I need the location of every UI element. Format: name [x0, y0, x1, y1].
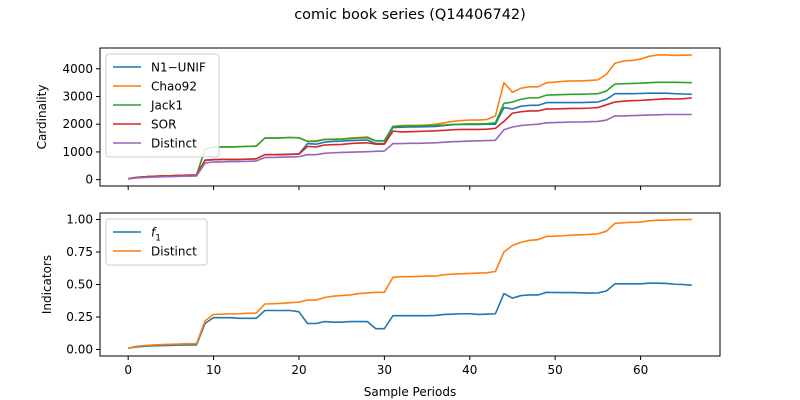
cardinality-legend-label-sor: SOR	[151, 118, 176, 132]
indicators-x-axis-label: Sample Periods	[364, 385, 456, 399]
cardinality-x-ticks	[127, 186, 642, 190]
indicators-y-tick-label: 0.75	[66, 245, 93, 259]
indicators-series-line-distinct	[128, 218, 692, 349]
cardinality-y-tick-label: 3000	[62, 89, 93, 103]
indicators-y-tick-label: 1.00	[66, 213, 93, 227]
cardinality-series-line-sor	[128, 97, 692, 180]
cardinality-legend-label-chao92: Chao92	[151, 80, 197, 94]
indicators-x-ticks: 0 10 20 30 40 50 60	[124, 356, 648, 377]
cardinality-y-ticks: 0 1000 2000 3000 4000	[62, 62, 100, 187]
cardinality-series-line-jack1	[128, 81, 692, 180]
cardinality-y-axis-label: Cardinality	[35, 85, 49, 150]
cardinality-series-line-distinct	[128, 113, 692, 180]
indicators-y-tick-label: 0.25	[66, 310, 93, 324]
cardinality-legend-label-jack1: Jack1	[150, 99, 183, 113]
figure-title: comic book series (Q14406742)	[294, 7, 526, 23]
indicators-subplot: 0.00 0.25 0.50 0.75 1.00 0 10 20 30 40 50 60 Indic…	[40, 212, 721, 399]
indicators-x-tick-label: 10	[206, 363, 221, 377]
indicators-series-lines	[128, 218, 692, 349]
indicators-y-ticks: 0.00 0.25 0.50 0.75 1.00	[66, 213, 100, 357]
indicators-x-tick-label: 40	[462, 363, 477, 377]
cardinality-legend: N1−UNIF Chao92 Jack1 SOR Distinct	[105, 53, 220, 158]
indicators-x-tick-label: 20	[291, 363, 306, 377]
cardinality-y-tick-label: 2000	[62, 117, 93, 131]
indicators-x-tick-label: 50	[548, 363, 563, 377]
indicators-y-axis-label: Indicators	[40, 255, 54, 314]
indicators-legend-label-main: f	[151, 226, 157, 240]
cardinality-legend-box	[105, 53, 220, 158]
indicators-y-tick-label: 0.00	[66, 343, 93, 357]
cardinality-axes-frame	[99, 47, 721, 187]
cardinality-subplot: 0 1000 2000 3000 4000 Cardinality N1−UNIF Cha…	[35, 47, 721, 190]
indicators-legend-label-f1: f1	[151, 226, 161, 244]
indicators-x-tick-label: 30	[377, 363, 392, 377]
cardinality-y-tick-label: 4000	[62, 62, 93, 76]
indicators-x-tick-label: 60	[633, 363, 648, 377]
cardinality-legend-label-n1-unif: N1−UNIF	[151, 61, 206, 75]
indicators-series-line-f1	[128, 282, 692, 349]
indicators-legend-box	[105, 218, 208, 266]
indicators-y-tick-label: 0.50	[66, 278, 93, 292]
cardinality-legend-label-distinct: Distinct	[151, 137, 197, 151]
indicators-legend-label-distinct: Distinct	[151, 245, 197, 259]
cardinality-series-lines	[128, 54, 692, 180]
indicators-x-tick-label: 0	[124, 363, 132, 377]
indicators-legend-label-subscript: 1	[155, 234, 161, 244]
cardinality-y-tick-label: 0	[85, 173, 93, 187]
cardinality-y-tick-label: 1000	[62, 145, 93, 159]
